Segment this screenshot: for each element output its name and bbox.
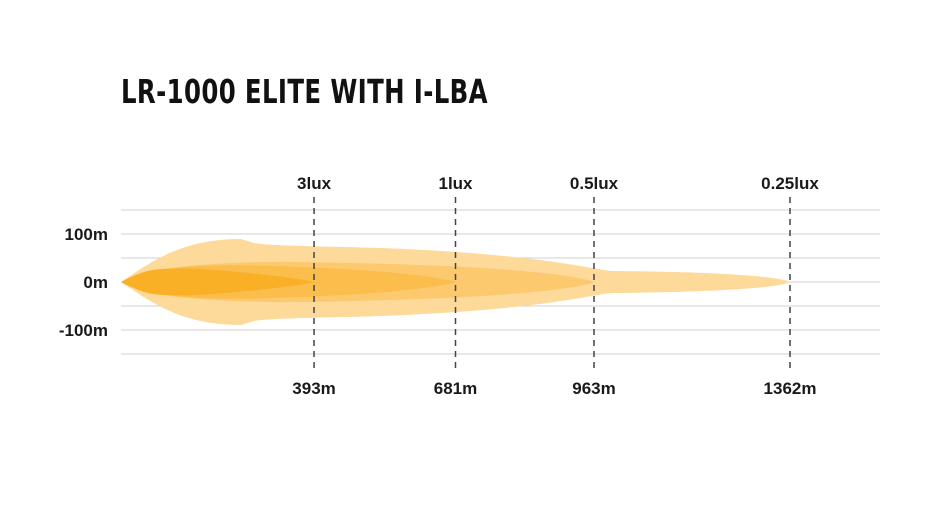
distance-label: 963m — [572, 379, 615, 398]
lux-label: 1lux — [438, 174, 473, 193]
distance-label: 393m — [292, 379, 335, 398]
lux-label: 0.5lux — [570, 174, 619, 193]
y-tick-label: -100m — [59, 321, 108, 340]
distance-label: 1362m — [764, 379, 817, 398]
beam-pattern — [121, 239, 790, 325]
lux-markers: 3lux 393m 1lux 681m 0.5lux 963m 0.25lux 1362m — [292, 174, 819, 398]
distance-label: 681m — [434, 379, 477, 398]
lux-label: 3lux — [297, 174, 332, 193]
y-tick-label: 100m — [65, 225, 108, 244]
beam-layer — [121, 268, 315, 296]
y-tick-label: 0m — [83, 273, 108, 292]
y-axis-ticks: 100m 0m -100m — [59, 225, 108, 340]
lux-label: 0.25lux — [761, 174, 819, 193]
chart-title: LR-1000 ELITE WITH I-LBA — [121, 72, 488, 111]
